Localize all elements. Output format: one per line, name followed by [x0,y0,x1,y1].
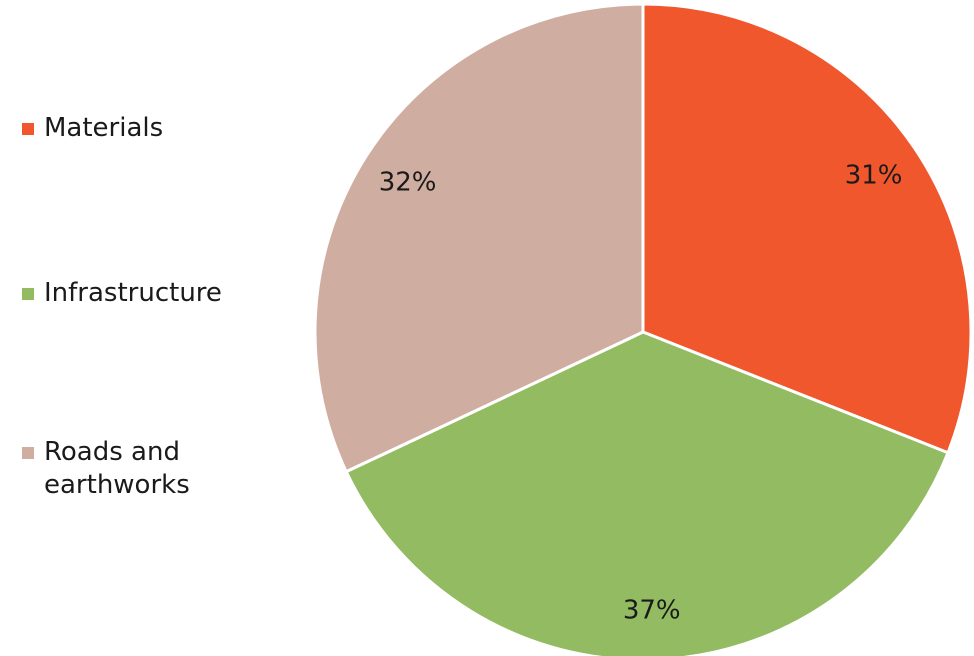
legend-swatch-infrastructure [22,288,34,300]
legend-label-infrastructure: Infrastructure [44,278,222,308]
pie-slice-materials [641,2,973,455]
legend-item-infrastructure: Infrastructure [22,277,234,310]
legend-label-roads-and-earthworks: Roads and earthworks [44,437,190,500]
pie-slice-infrastructure [344,330,950,656]
legend-swatch-roads-and-earthworks [22,447,34,459]
pie-data-label-roads-and-earthworks: 32% [379,168,437,198]
legend-item-roads-and-earthworks: Roads and earthworks [22,436,234,502]
pie-data-label-infrastructure: 37% [623,596,681,626]
legend-label-materials: Materials [44,113,164,143]
legend-item-materials: Materials [22,112,234,145]
pie-slice-roads-and-earthworks [313,2,645,474]
legend-swatch-materials [22,123,34,135]
pie-data-label-materials: 31% [845,160,903,190]
chart-legend: Materials Infrastructure Roads and earth… [22,0,262,656]
